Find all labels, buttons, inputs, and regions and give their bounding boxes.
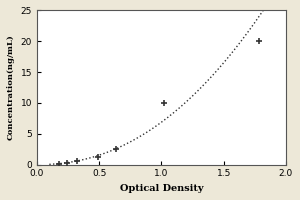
X-axis label: Optical Density: Optical Density <box>120 184 203 193</box>
Y-axis label: Concentration(ng/mL): Concentration(ng/mL) <box>7 35 15 140</box>
